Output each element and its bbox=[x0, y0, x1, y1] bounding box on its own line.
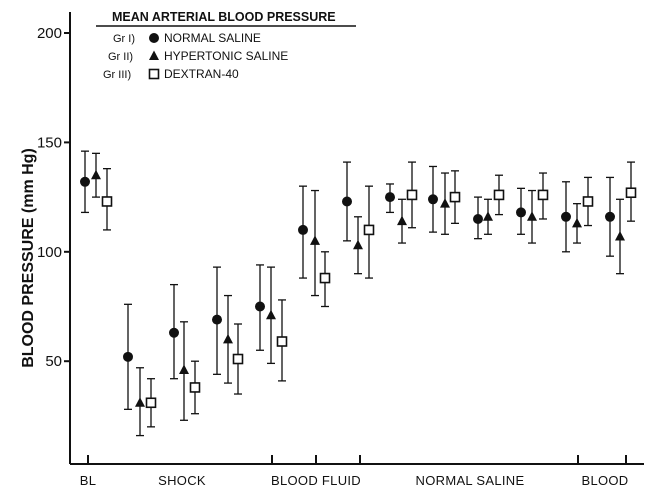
data-point bbox=[493, 189, 505, 201]
data-point bbox=[397, 215, 407, 226]
legend-series-label: NORMAL SALINE bbox=[164, 31, 261, 45]
data-point bbox=[440, 198, 450, 208]
marks bbox=[80, 150, 637, 437]
data-point bbox=[449, 191, 461, 203]
y-tick-label: 50 bbox=[45, 353, 62, 370]
data-point bbox=[223, 333, 233, 344]
legend-series-label: HYPERTONIC SALINE bbox=[164, 49, 288, 63]
legend-marker-circle bbox=[149, 33, 159, 43]
data-point bbox=[310, 235, 320, 245]
data-point bbox=[212, 314, 222, 325]
legend-marker-square-open bbox=[148, 68, 160, 80]
data-point bbox=[169, 327, 179, 338]
data-point bbox=[232, 353, 244, 365]
series-square-open bbox=[101, 161, 637, 428]
series-triangle bbox=[91, 152, 625, 437]
y-tick-label: 200 bbox=[37, 25, 62, 42]
x-phase-label: BLOOD bbox=[581, 473, 628, 488]
legend-group-label: Gr I) bbox=[113, 33, 135, 45]
data-point bbox=[625, 187, 637, 199]
legend-marker-triangle bbox=[149, 50, 159, 60]
y-tick-label: 100 bbox=[37, 244, 62, 261]
x-phase-label: BL bbox=[80, 473, 97, 488]
legend: MEAN ARTERIAL BLOOD PRESSURE Gr I) NORMAL… bbox=[96, 10, 356, 81]
data-point bbox=[406, 189, 418, 201]
data-point bbox=[385, 192, 395, 203]
data-point bbox=[473, 213, 483, 224]
data-point bbox=[342, 196, 352, 207]
data-point bbox=[561, 211, 571, 222]
legend-group-label: Gr III) bbox=[103, 69, 131, 81]
data-point bbox=[80, 176, 90, 187]
data-point bbox=[319, 272, 331, 284]
data-point bbox=[516, 207, 526, 218]
data-point bbox=[276, 336, 288, 347]
data-point bbox=[428, 194, 438, 205]
data-point bbox=[298, 224, 308, 235]
data-point bbox=[483, 211, 493, 221]
data-point bbox=[189, 382, 201, 393]
axes: 50 100 150 200 BL SHOCK BLOOD FLUID NORMAL SALI… bbox=[37, 12, 644, 488]
x-phase-label: NORMAL SALINE bbox=[416, 473, 525, 488]
data-point bbox=[123, 351, 133, 362]
data-point bbox=[615, 230, 625, 241]
data-point bbox=[266, 309, 276, 320]
data-point bbox=[135, 397, 145, 407]
y-tick-label: 150 bbox=[37, 134, 62, 151]
legend-group-label: Gr II) bbox=[108, 51, 133, 63]
legend-series-label: DEXTRAN-40 bbox=[164, 67, 239, 81]
data-point bbox=[179, 364, 189, 374]
data-point bbox=[572, 217, 582, 228]
y-axis-label: BLOOD PRESSURE (mm Hg) bbox=[20, 148, 37, 368]
data-point bbox=[91, 169, 101, 180]
data-point bbox=[145, 397, 157, 409]
data-point bbox=[255, 301, 265, 312]
data-point bbox=[101, 196, 113, 207]
data-point bbox=[363, 224, 375, 236]
x-phase-label: SHOCK bbox=[158, 473, 206, 488]
x-phase-label: BLOOD FLUID bbox=[271, 473, 361, 488]
data-point bbox=[537, 189, 549, 201]
data-point bbox=[353, 239, 363, 250]
legend-title: MEAN ARTERIAL BLOOD PRESSURE bbox=[112, 10, 336, 24]
series-circle bbox=[80, 150, 615, 410]
data-point bbox=[527, 211, 537, 221]
data-point bbox=[605, 211, 615, 222]
data-point bbox=[582, 196, 594, 207]
